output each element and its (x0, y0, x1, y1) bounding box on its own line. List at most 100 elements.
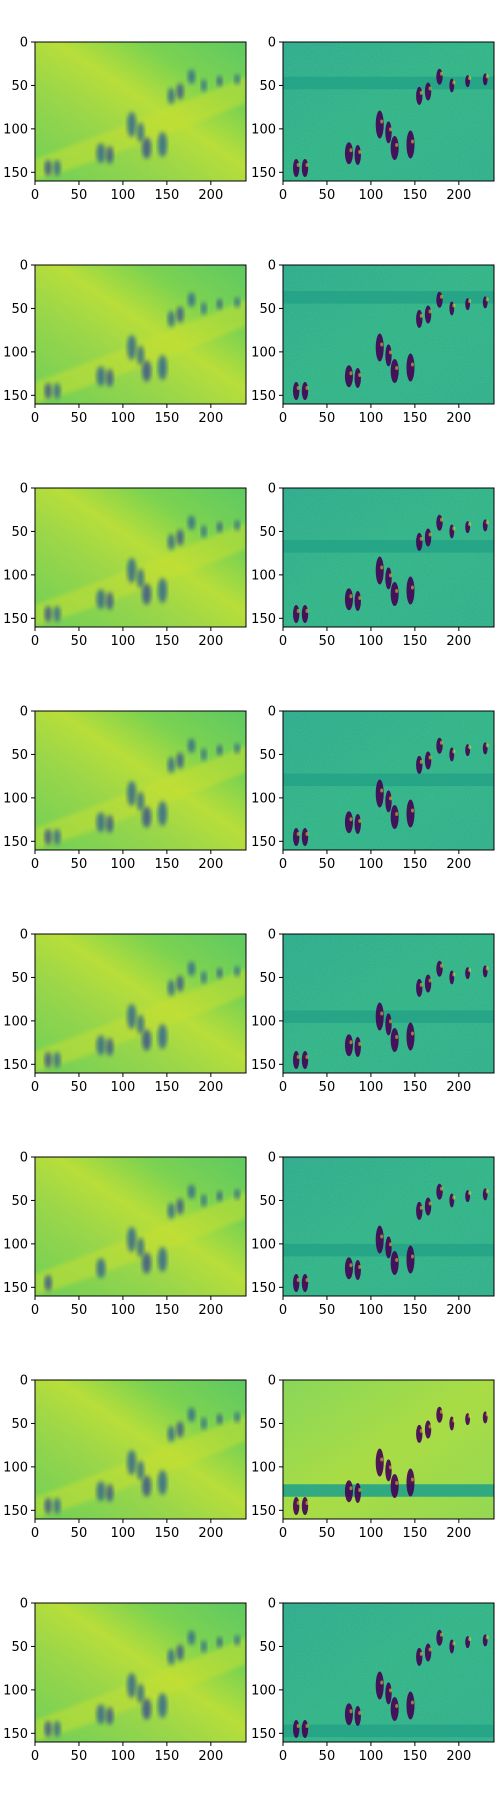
x-tick-label: 100 (111, 1526, 136, 1541)
panel-r7-c2: 0 50 100 150 200 0 50 100 150 (251, 1374, 495, 1541)
y-tick-label: 0 (20, 1374, 28, 1389)
x-tick-label: 0 (31, 1749, 39, 1764)
x-tick-label: 100 (359, 411, 384, 426)
y-tick-label: 0 (268, 705, 276, 720)
x-tick-label: 0 (31, 188, 39, 203)
y-tick-label: 0 (268, 36, 276, 51)
y-tick-label: 50 (11, 302, 28, 317)
x-tick-label: 150 (154, 857, 179, 872)
x-tick-label: 100 (359, 1526, 384, 1541)
y-tick-label: 0 (20, 36, 28, 51)
y-tick-label: 50 (259, 79, 276, 94)
x-tick-label: 200 (198, 1749, 223, 1764)
x-tick-label: 50 (71, 1526, 88, 1541)
x-tick-label: 0 (279, 188, 287, 203)
x-tick-label: 50 (319, 188, 336, 203)
y-tick-label: 150 (251, 1727, 276, 1742)
y-tick-label: 0 (20, 259, 28, 274)
x-tick-label: 0 (31, 1526, 39, 1541)
panel-r2-c2: 0 50 100 150 200 0 50 100 150 (251, 259, 495, 426)
x-tick-label: 0 (279, 857, 287, 872)
y-tick-label: 0 (268, 259, 276, 274)
x-tick-label: 200 (446, 857, 471, 872)
x-tick-label: 50 (71, 411, 88, 426)
x-tick-label: 150 (154, 634, 179, 649)
x-tick-label: 150 (154, 1303, 179, 1318)
x-tick-label: 150 (402, 1749, 427, 1764)
x-tick-label: 100 (111, 188, 136, 203)
x-tick-label: 50 (319, 1526, 336, 1541)
y-tick-label: 150 (251, 389, 276, 404)
y-tick-label: 0 (268, 1597, 276, 1612)
y-tick-label: 150 (3, 612, 28, 627)
x-tick-label: 200 (198, 1303, 223, 1318)
y-tick-label: 150 (251, 835, 276, 850)
panel-r8-c2: 0 50 100 150 200 0 50 100 150 (251, 1597, 495, 1764)
y-tick-label: 50 (11, 1640, 28, 1655)
x-tick-label: 50 (319, 411, 336, 426)
y-tick-label: 0 (20, 1597, 28, 1612)
x-tick-label: 100 (111, 1749, 136, 1764)
x-tick-label: 0 (31, 857, 39, 872)
x-tick-label: 0 (279, 1526, 287, 1541)
x-tick-label: 0 (31, 634, 39, 649)
x-tick-label: 100 (111, 1303, 136, 1318)
x-tick-label: 150 (402, 411, 427, 426)
panel-r6-c1: 0 50 100 150 200 0 50 100 150 (3, 1151, 247, 1318)
y-tick-label: 150 (3, 1504, 28, 1519)
y-tick-label: 100 (3, 1237, 28, 1252)
y-tick-label: 0 (268, 928, 276, 943)
y-tick-label: 150 (251, 1504, 276, 1519)
panel-r5-c2: 0 50 100 150 200 0 50 100 150 (251, 928, 495, 1095)
y-tick-label: 50 (259, 302, 276, 317)
y-tick-label: 50 (259, 971, 276, 986)
y-tick-label: 50 (11, 79, 28, 94)
x-tick-label: 150 (402, 1526, 427, 1541)
x-tick-label: 200 (446, 1303, 471, 1318)
x-tick-label: 200 (446, 1080, 471, 1095)
x-tick-label: 50 (319, 857, 336, 872)
y-tick-label: 50 (11, 525, 28, 540)
x-tick-label: 100 (111, 634, 136, 649)
y-tick-label: 50 (11, 748, 28, 763)
x-tick-label: 150 (402, 857, 427, 872)
y-tick-label: 50 (259, 1417, 276, 1432)
x-tick-label: 0 (279, 1749, 287, 1764)
y-tick-label: 100 (3, 791, 28, 806)
x-tick-label: 0 (31, 411, 39, 426)
x-tick-label: 100 (359, 634, 384, 649)
x-tick-label: 50 (71, 1303, 88, 1318)
panel-r3-c2: 0 50 100 150 200 0 50 100 150 (251, 482, 495, 649)
y-tick-label: 150 (251, 612, 276, 627)
y-tick-label: 100 (251, 1683, 276, 1698)
y-tick-label: 50 (259, 525, 276, 540)
y-tick-label: 100 (3, 122, 28, 137)
panel-r8-c1: 0 50 100 150 200 0 50 100 150 (3, 1597, 247, 1764)
x-tick-label: 200 (446, 411, 471, 426)
x-tick-label: 150 (402, 1080, 427, 1095)
y-tick-label: 100 (251, 1460, 276, 1475)
x-tick-label: 200 (446, 188, 471, 203)
x-tick-label: 100 (359, 188, 384, 203)
y-tick-label: 150 (251, 1058, 276, 1073)
panel-r4-c2: 0 50 100 150 200 0 50 100 150 (251, 705, 495, 872)
x-tick-label: 50 (319, 1749, 336, 1764)
x-tick-label: 0 (31, 1303, 39, 1318)
x-tick-label: 0 (279, 1303, 287, 1318)
x-tick-label: 50 (319, 634, 336, 649)
x-tick-label: 200 (446, 634, 471, 649)
x-tick-label: 50 (71, 1080, 88, 1095)
y-tick-label: 100 (3, 1014, 28, 1029)
x-tick-label: 150 (154, 1080, 179, 1095)
x-tick-label: 0 (279, 634, 287, 649)
x-tick-label: 150 (402, 188, 427, 203)
y-tick-label: 50 (11, 1194, 28, 1209)
x-tick-label: 150 (154, 1526, 179, 1541)
y-tick-label: 100 (3, 1460, 28, 1475)
panel-r2-c1: 0 50 100 150 200 0 50 100 150 (3, 259, 247, 426)
x-tick-label: 50 (71, 857, 88, 872)
y-tick-label: 50 (259, 1640, 276, 1655)
y-tick-label: 0 (20, 1151, 28, 1166)
y-tick-label: 100 (251, 568, 276, 583)
y-tick-label: 50 (11, 971, 28, 986)
